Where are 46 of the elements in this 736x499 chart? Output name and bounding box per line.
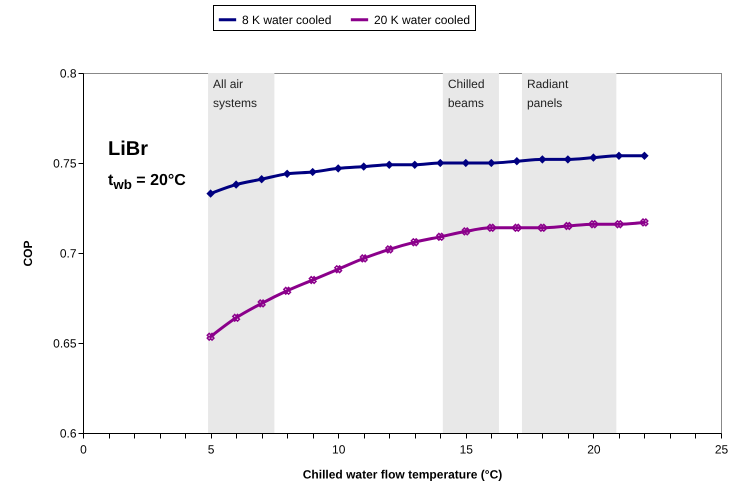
band-label: All air systems: [213, 77, 258, 110]
x-tick-label: 5: [208, 442, 215, 456]
point: [257, 175, 266, 184]
point: [436, 232, 444, 241]
point: [283, 286, 292, 295]
point: [487, 224, 496, 232]
y-axis-title: COP: [21, 240, 36, 267]
x-tick-label: 20: [587, 442, 601, 456]
point: [334, 265, 342, 274]
point: [462, 227, 470, 236]
point: [614, 220, 623, 228]
point: [410, 238, 419, 246]
point: [282, 170, 292, 178]
point: [512, 224, 521, 232]
point: [360, 162, 368, 171]
point: [232, 180, 240, 189]
annotation: t$_{wb}$ = 20°C: [108, 172, 186, 192]
point: [385, 245, 394, 254]
point: [410, 160, 419, 169]
x-axis-title: Chilled water flow temperature (°C): [302, 468, 502, 482]
point: [538, 224, 546, 232]
point: [258, 299, 266, 308]
legend-label: 20 K water cooled: [374, 12, 470, 27]
point: [360, 254, 368, 262]
y-tick-label: 0.75: [53, 156, 77, 170]
point: [589, 220, 598, 228]
legend-label: 8 K water cooled: [242, 12, 332, 27]
annotation: LiBr: [108, 138, 148, 161]
x-tick-label: 0: [80, 442, 88, 456]
band-label: Chilled beams: [448, 77, 485, 110]
y-tick-label: 0.7: [60, 246, 77, 260]
point: [308, 276, 317, 284]
point: [640, 218, 649, 226]
x-tick-label: 25: [714, 442, 728, 456]
point: [232, 314, 240, 322]
point: [385, 160, 394, 169]
band-label: Radiant panels: [526, 77, 569, 110]
point: [206, 332, 215, 341]
y-tick-label: 0.65: [53, 336, 77, 350]
point: [564, 222, 572, 230]
y-tick-label: 0.6: [60, 426, 77, 440]
x-tick-label: 15: [460, 442, 474, 456]
y-tick-label: 0.8: [60, 66, 77, 80]
x-tick-label: 10: [332, 442, 346, 456]
point: [206, 189, 215, 198]
point: [334, 164, 342, 173]
